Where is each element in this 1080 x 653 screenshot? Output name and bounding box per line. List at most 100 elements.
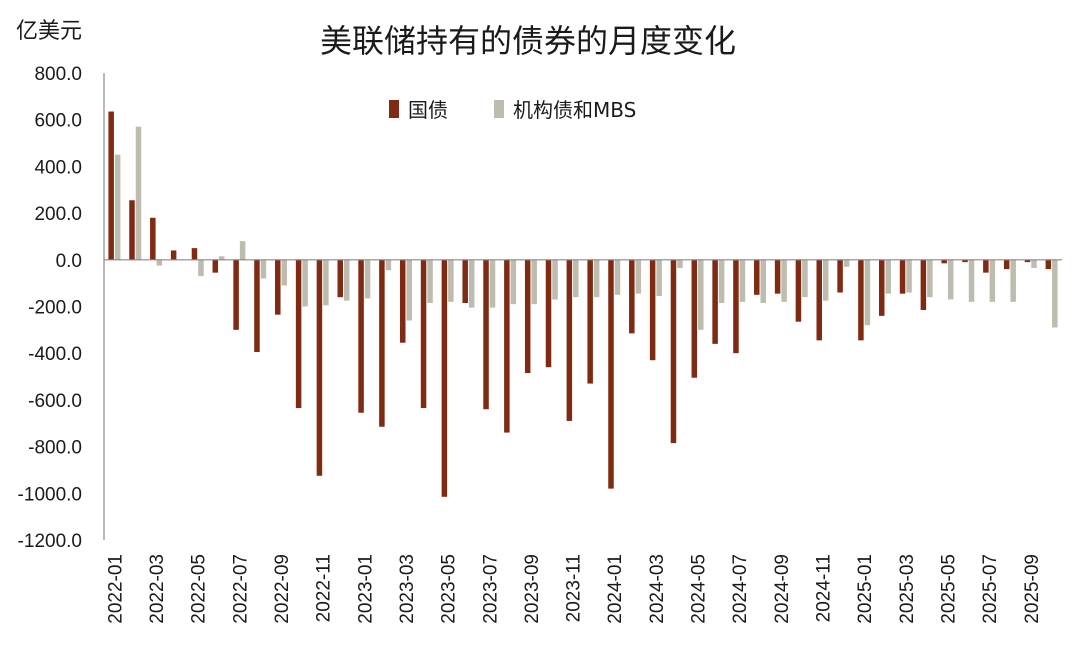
bar-agency-mbs [448, 259, 454, 302]
bar-treasury [712, 259, 718, 344]
bar-treasury [837, 259, 843, 293]
bar-treasury [878, 259, 885, 316]
x-tick-label: 2022-05 [189, 554, 210, 624]
bar-agency-mbs [531, 259, 537, 305]
x-tick-label: 2024-07 [730, 554, 751, 624]
bar-agency-mbs [1052, 259, 1058, 328]
bar-agency-mbs [989, 259, 996, 302]
y-axis-ticks: 800.0 600.0 400.0 200.0 0.0 -200.0 -400.0 -600.… [18, 64, 82, 552]
x-tick-label: 2023-05 [439, 554, 460, 624]
legend-swatch-agency-mbs [494, 100, 504, 118]
x-tick-label: 2025-09 [1022, 554, 1043, 624]
bar-treasury [1024, 259, 1031, 263]
bar-agency-mbs [593, 259, 600, 298]
bar-treasury [795, 259, 802, 322]
bar-treasury [170, 250, 177, 260]
bar-agency-mbs [323, 259, 329, 306]
bar-agency-mbs [656, 259, 662, 296]
bar-treasury [858, 259, 864, 341]
bar-treasury [733, 259, 739, 354]
bar-agency-mbs [156, 259, 163, 266]
bar-agency-mbs [823, 259, 829, 301]
y-tick-label: 800.0 [34, 64, 82, 85]
x-tick-label: 2024-01 [605, 554, 626, 624]
bar-agency-mbs [260, 259, 267, 279]
bar-treasury [504, 259, 510, 433]
bar-treasury [399, 259, 406, 343]
bar-agency-mbs [219, 256, 225, 260]
bar-agency-mbs [635, 259, 642, 294]
bar-treasury [941, 259, 947, 264]
bar-treasury [1045, 259, 1052, 270]
bar-treasury [108, 111, 114, 260]
bar-agency-mbs [739, 259, 746, 302]
bar-agency-mbs [239, 241, 246, 260]
bar-agency-mbs [573, 259, 579, 298]
bar-treasury [899, 259, 906, 294]
bar-treasury [358, 259, 364, 413]
bar-treasury [337, 259, 343, 298]
x-tick-label: 2023-09 [522, 554, 543, 624]
bar-treasury [983, 259, 989, 273]
bar-treasury [129, 200, 135, 260]
bar-treasury [316, 259, 323, 476]
bar-agency-mbs [947, 259, 954, 300]
y-tick-label: 600.0 [34, 111, 82, 132]
y-tick-label: 400.0 [34, 157, 82, 178]
bar-treasury [754, 259, 760, 295]
bar-treasury [254, 259, 260, 353]
bar-treasury [212, 259, 219, 273]
y-tick-label: -1000.0 [18, 484, 82, 505]
bar-treasury [275, 259, 281, 315]
bar-agency-mbs [510, 259, 517, 305]
bar-agency-mbs [385, 259, 392, 271]
y-tick-label: 200.0 [34, 204, 82, 225]
x-tick-label: 2022-03 [147, 554, 168, 624]
bar-agency-mbs [760, 259, 767, 303]
bar-treasury [545, 259, 552, 368]
bar-treasury [420, 259, 427, 409]
x-axis-ticks: 2022-01 2022-03 2022-05 2022-07 2022-09 2022-… [105, 554, 1042, 624]
x-tick-label: 2022-01 [105, 554, 126, 624]
bar-treasury [150, 217, 156, 260]
bar-agency-mbs [406, 259, 412, 321]
y-tick-label: -400.0 [28, 344, 82, 365]
bar-agency-mbs [781, 259, 787, 302]
y-tick-label: -1200.0 [18, 531, 82, 552]
bar-agency-mbs [885, 259, 891, 294]
bar-agency-mbs [489, 259, 496, 308]
bar-agency-mbs [135, 126, 142, 260]
bar-agency-mbs [114, 154, 121, 260]
bar-treasury [566, 259, 573, 421]
chart-title: 美联储持有的债券的月度变化 [320, 22, 736, 60]
bar-agency-mbs [614, 259, 621, 295]
legend: 国债 机构债和MBS [389, 98, 636, 122]
bar-treasury [233, 259, 239, 330]
y-tick-label: -800.0 [28, 438, 82, 459]
bar-agency-mbs [968, 259, 975, 302]
bar-treasury [629, 259, 635, 334]
x-tick-label: 2025-01 [855, 554, 876, 624]
bar-treasury [191, 248, 198, 260]
x-tick-label: 2023-03 [397, 554, 418, 624]
x-tick-label: 2025-05 [938, 554, 959, 624]
bar-treasury [670, 259, 677, 444]
bar-treasury [441, 259, 448, 497]
y-tick-label: -600.0 [28, 391, 82, 412]
y-tick-label: 0.0 [56, 251, 82, 272]
bars-group [108, 111, 1058, 497]
bar-treasury [649, 259, 656, 361]
y-tick-label: -200.0 [28, 298, 82, 319]
x-tick-label: 2024-05 [689, 554, 710, 624]
bar-treasury [587, 259, 593, 384]
bar-treasury [483, 259, 489, 410]
x-tick-label: 2024-09 [772, 554, 793, 624]
bar-treasury [1003, 259, 1010, 270]
x-tick-label: 2022-11 [314, 554, 335, 622]
x-tick-label: 2022-09 [272, 554, 293, 624]
bar-treasury [816, 259, 822, 341]
bar-treasury [920, 259, 927, 310]
bar-agency-mbs [302, 259, 308, 307]
bar-treasury [524, 259, 531, 374]
bar-treasury [295, 259, 302, 409]
